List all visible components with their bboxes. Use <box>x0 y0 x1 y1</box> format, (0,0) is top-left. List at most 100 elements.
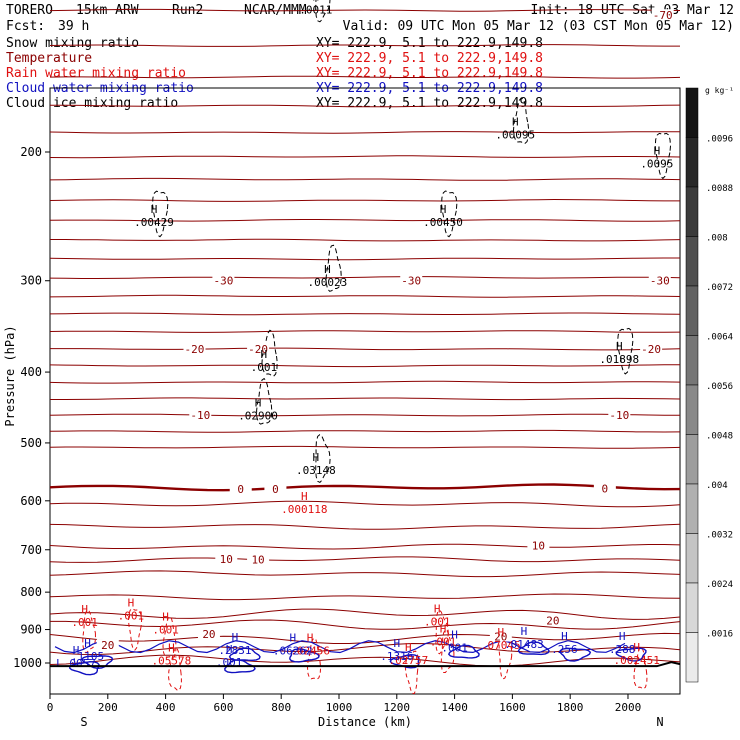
temperature-isotherms <box>49 8 681 667</box>
y-tick-label: 400 <box>20 365 42 379</box>
x-tick-label: 1400 <box>441 701 468 714</box>
isotherm <box>50 619 681 630</box>
temp-label-bg <box>527 539 550 551</box>
y-tick-label: 200 <box>20 145 42 159</box>
snow-contours <box>152 0 672 484</box>
maximum-marker: H <box>324 263 331 276</box>
x-tick-label: 800 <box>271 701 291 714</box>
temp-label-bg <box>489 630 512 642</box>
temperature-label: -20 <box>185 343 205 356</box>
fcst-value: 39 h <box>58 19 89 34</box>
field-coords-temperature: XY= 222.9, 5.1 to 222.9,149.8 <box>316 51 543 66</box>
temperature-label: 10 <box>220 553 233 566</box>
maximum-marker: H <box>307 632 314 645</box>
isotherm <box>49 75 681 79</box>
y-tick-label: 500 <box>20 436 42 450</box>
isotherm <box>49 445 681 449</box>
x-tick-label: 200 <box>98 701 118 714</box>
maximum-marker: H <box>498 626 505 639</box>
maximum-marker: H <box>561 630 568 643</box>
maximum-marker: H <box>633 641 640 654</box>
y-tick-label: 1000 <box>13 656 42 670</box>
isotherm <box>49 632 681 644</box>
temp-label-bg <box>593 482 616 494</box>
colorbar-segment <box>685 87 699 138</box>
maximum-value: .06262 <box>273 645 313 658</box>
maximum-value: .001 <box>430 636 457 649</box>
maximum-marker: H <box>261 348 268 361</box>
colorbar-tick-label: .0096 <box>706 135 733 145</box>
maximum-value: .001 <box>71 616 98 629</box>
plot-frame <box>49 87 681 695</box>
maximum-value: L.0057 <box>56 657 96 670</box>
isotherm <box>49 44 680 47</box>
maximum-marker: H <box>226 643 233 656</box>
y-tick-label: 600 <box>20 494 42 508</box>
snow-contour <box>325 244 342 292</box>
isotherm <box>49 593 681 601</box>
maximum-marker: H <box>512 116 519 129</box>
colorbar-segment <box>685 137 699 188</box>
temp-label-bg <box>215 553 238 565</box>
colorbar-segment <box>685 384 699 435</box>
field-legend: Snow mixing ratio XY= 222.9, 5.1 to 222.… <box>6 36 543 111</box>
isotherm <box>49 523 681 530</box>
field-coords-snow: XY= 222.9, 5.1 to 222.9,149.8 <box>316 36 543 51</box>
colorbar-tick-label: .0072 <box>706 283 733 293</box>
maximum-value: .05578 <box>152 654 192 667</box>
rain-contour <box>440 629 455 673</box>
cloud-water-contour <box>559 647 592 662</box>
maximum-value: .01483 <box>504 638 544 651</box>
temperature-label: -30 <box>650 275 670 288</box>
maximum-marker: H <box>434 602 441 615</box>
maximum-value: .001 <box>424 615 451 628</box>
temp-label-bg <box>212 274 235 286</box>
plot-area: -70 -30 -30 -30 -20 -20 -20 -10 -10 0 0 0 10 10 10 20 20… <box>49 0 681 695</box>
maximum-value: .0011 <box>299 3 332 16</box>
temp-label-bg <box>229 482 252 494</box>
valid-time: Valid: 09 UTC Mon 05 Mar 12 (03 CST Mon … <box>343 19 734 34</box>
maximum-value: .03148 <box>296 464 336 477</box>
cloud-water-band <box>54 640 626 654</box>
y-tick-label: 900 <box>20 623 42 637</box>
temp-label-bg <box>183 343 206 355</box>
x-tick-label: 600 <box>213 701 233 714</box>
isotherm <box>49 413 681 417</box>
rain-contour <box>633 646 648 690</box>
maximum-value: .001 <box>251 361 278 374</box>
colorbar-segment <box>685 434 699 485</box>
temp-label-bg <box>247 553 270 565</box>
maximum-marker: H <box>255 396 262 409</box>
field-coords-cloud-ice: XY= 222.9, 5.1 to 222.9,149.8 <box>316 96 543 111</box>
colorbar-segment <box>685 236 699 287</box>
maximum-value: .256 <box>551 643 578 656</box>
snow-contour <box>654 132 672 180</box>
temp-label-bg <box>541 614 564 626</box>
maximum-marker: H <box>451 628 458 641</box>
maximum-value: .0095 <box>640 157 673 170</box>
x-end-label-south: S <box>80 715 87 729</box>
isotherm <box>49 312 681 316</box>
temp-label-bg <box>247 343 270 355</box>
isotherm <box>49 654 681 667</box>
maximum-marker: H <box>232 631 239 644</box>
isotherm <box>49 608 681 620</box>
maximum-marker: H <box>162 610 169 623</box>
isotherm <box>49 177 681 181</box>
maximum-marker: H <box>151 203 158 216</box>
cloud-water-contour <box>68 660 100 676</box>
colorbar-segment <box>685 483 699 534</box>
field-name-temperature: Temperature <box>6 51 92 66</box>
isotherm <box>49 276 681 279</box>
colorbar-segment <box>685 186 699 237</box>
snow-contour <box>512 97 530 145</box>
x-tick-label: 1600 <box>499 701 526 714</box>
cloud-water-contour <box>517 641 550 656</box>
maximum-value: .02900 <box>238 409 278 422</box>
colorbar-segment <box>685 582 699 633</box>
colorbar-tick-label: .0088 <box>706 184 733 194</box>
maximum-marker: H <box>84 637 91 650</box>
temperature-label: 20 <box>101 639 114 652</box>
colorbar: g kg⁻¹ .0096 .0088 .008 .0072 .0064 .0056 .004… <box>685 86 734 683</box>
maximum-value: .00450 <box>423 216 463 229</box>
